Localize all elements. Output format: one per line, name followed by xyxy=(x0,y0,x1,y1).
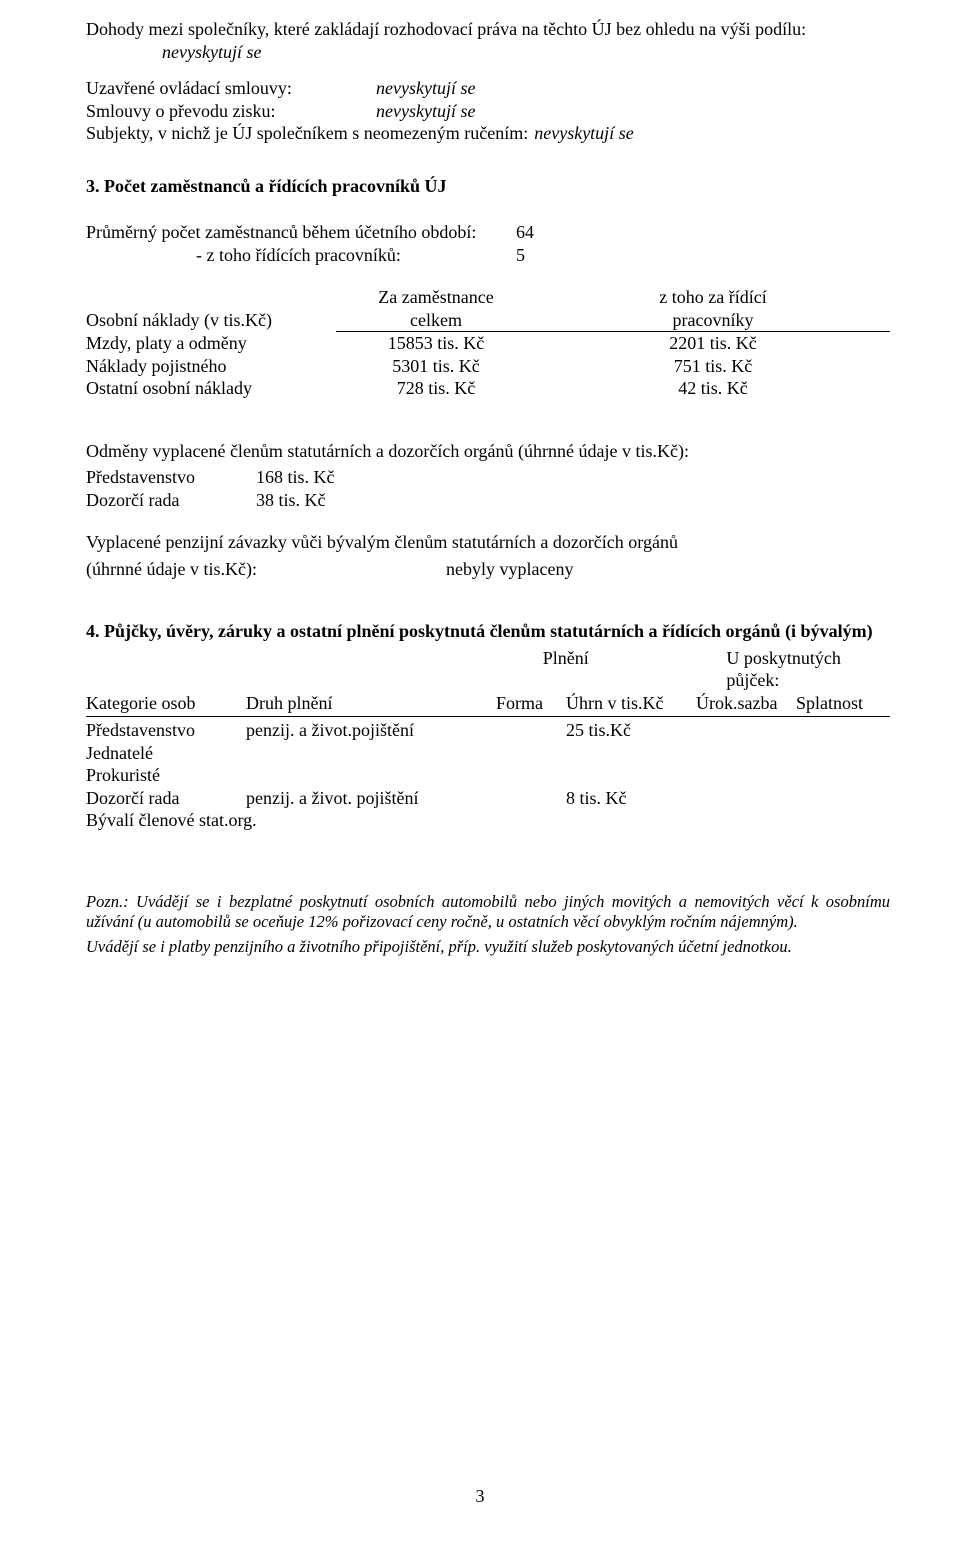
pc-c2: 728 tis. Kč xyxy=(336,377,536,400)
s4-h-c4: Úhrn v tis.Kč xyxy=(566,692,696,715)
pc-h2b: celkem xyxy=(336,309,536,332)
personal-costs-table: Osobní náklady (v tis.Kč) Za zaměstnance… xyxy=(86,286,890,400)
remun-value: 38 tis. Kč xyxy=(256,489,326,512)
pc-c3: 751 tis. Kč xyxy=(536,355,890,378)
s4-c1: Bývalí členové stat.org. xyxy=(86,809,257,832)
remun-row-0: Představenstvo 168 tis. Kč xyxy=(86,466,890,489)
pc-h2a: Za zaměstnance xyxy=(336,286,536,309)
pc-h1: Osobní náklady (v tis.Kč) xyxy=(86,286,336,332)
s4-header-row: Kategorie osob Druh plnění Forma Úhrn v … xyxy=(86,692,890,715)
emp-mgmt-label: - z toho řídících pracovníků: xyxy=(86,244,516,267)
s4-h-c2: Druh plnění xyxy=(246,692,496,715)
emp-avg-value: 64 xyxy=(516,221,576,244)
agreements-paragraph: Dohody mezi společníky, které zakládají … xyxy=(86,18,890,63)
s4-c1: Prokuristé xyxy=(86,764,246,787)
kv-row-long: Subjekty, v nichž je ÚJ společníkem s ne… xyxy=(86,122,890,145)
pension-label: (úhrnné údaje v tis.Kč): xyxy=(86,558,446,581)
s4-row: Prokuristé xyxy=(86,764,890,787)
kv-value: nevyskytují se xyxy=(528,122,633,145)
emp-mgmt-row: - z toho řídících pracovníků: 5 xyxy=(86,244,890,267)
pc-c3: 42 tis. Kč xyxy=(536,377,890,400)
s4-c4: 25 tis.Kč xyxy=(566,719,696,742)
s4-row: Představenstvo penzij. a život.pojištění… xyxy=(86,719,890,742)
emp-avg-label: Průměrný počet zaměstnanců během účetníh… xyxy=(86,221,516,244)
pc-c1: Ostatní osobní náklady xyxy=(86,377,336,400)
remuneration-intro: Odměny vyplacené členům statutárních a d… xyxy=(86,440,890,463)
emp-avg-row: Průměrný počet zaměstnanců během účetníh… xyxy=(86,221,890,244)
pc-header-row-1: Osobní náklady (v tis.Kč) Za zaměstnance… xyxy=(86,286,890,309)
s4-h-c6: Splatnost xyxy=(796,692,890,715)
s4-row: Bývalí členové stat.org. xyxy=(86,809,890,832)
s4-rule xyxy=(86,716,890,717)
kv-label: Uzavřené ovládací smlouvy: xyxy=(86,77,336,100)
kv-row-1: Smlouvy o převodu zisku: nevyskytují se xyxy=(86,100,890,123)
pc-c2: 15853 tis. Kč xyxy=(336,332,536,355)
s4-c1: Dozorčí rada xyxy=(86,787,246,810)
s4-c2: penzij. a život.pojištění xyxy=(246,719,496,742)
pc-row: Ostatní osobní náklady 728 tis. Kč 42 ti… xyxy=(86,377,890,400)
pc-c3: 2201 tis. Kč xyxy=(536,332,890,355)
pc-c2: 5301 tis. Kč xyxy=(336,355,536,378)
pension-line-2: (úhrnné údaje v tis.Kč): nebyly vyplacen… xyxy=(86,558,890,581)
s4-c1: Jednatelé xyxy=(86,742,246,765)
s4-row: Jednatelé xyxy=(86,742,890,765)
kv-label: Subjekty, v nichž je ÚJ společníkem s ne… xyxy=(86,122,528,145)
page-number: 3 xyxy=(0,1485,960,1508)
pc-row: Mzdy, platy a odměny 15853 tis. Kč 2201 … xyxy=(86,332,890,355)
remun-label: Představenstvo xyxy=(86,466,256,489)
s4-top-header: Plnění U poskytnutých půjček: xyxy=(86,647,890,692)
pc-h3a: z toho za řídící xyxy=(536,286,890,309)
s4-c2: penzij. a život. pojištění xyxy=(246,787,496,810)
note-p1a: Pozn.: Uvádějí se i bezplatné poskytnutí… xyxy=(86,892,811,911)
remun-label: Dozorčí rada xyxy=(86,489,256,512)
section4-table: Plnění U poskytnutých půjček: Kategorie … xyxy=(86,647,890,832)
pc-c1: Náklady pojistného xyxy=(86,355,336,378)
pc-c1: Mzdy, platy a odměny xyxy=(86,332,336,355)
section3-heading: 3. Počet zaměstnanců a řídících pracovní… xyxy=(86,175,890,198)
pc-row: Náklady pojistného 5301 tis. Kč 751 tis.… xyxy=(86,355,890,378)
kv-label: Smlouvy o převodu zisku: xyxy=(86,100,336,123)
s4-h-c5: Úrok.sazba xyxy=(696,692,796,715)
kv-value: nevyskytují se xyxy=(336,100,475,123)
s4-c1: Představenstvo xyxy=(86,719,246,742)
emp-mgmt-value: 5 xyxy=(516,244,576,267)
remun-value: 168 tis. Kč xyxy=(256,466,335,489)
pension-value: nebyly vyplaceny xyxy=(446,558,573,581)
s4-top-b: U poskytnutých půjček: xyxy=(666,647,890,692)
note-paragraph-2: Uvádějí se i platby penzijního a životní… xyxy=(86,937,890,958)
s4-top-a: Plnění xyxy=(543,647,667,692)
s4-c4: 8 tis. Kč xyxy=(566,787,696,810)
kv-row-0: Uzavřené ovládací smlouvy: nevyskytují s… xyxy=(86,77,890,100)
s4-h-c3: Forma xyxy=(496,692,566,715)
agreements-text: Dohody mezi společníky, které zakládají … xyxy=(86,19,806,39)
document-page: Dohody mezi společníky, které zakládají … xyxy=(0,0,960,1545)
s4-h-c1: Kategorie osob xyxy=(86,692,246,715)
remun-row-1: Dozorčí rada 38 tis. Kč xyxy=(86,489,890,512)
agreements-value: nevyskytují se xyxy=(86,42,261,62)
pc-h3b: pracovníky xyxy=(536,309,890,332)
section4-heading: 4. Půjčky, úvěry, záruky a ostatní plněn… xyxy=(86,620,890,643)
pension-line-1: Vyplacené penzijní závazky vůči bývalým … xyxy=(86,531,890,554)
note-paragraph-1: Pozn.: Uvádějí se i bezplatné poskytnutí… xyxy=(86,892,890,933)
kv-value: nevyskytují se xyxy=(336,77,475,100)
s4-row: Dozorčí rada penzij. a život. pojištění … xyxy=(86,787,890,810)
